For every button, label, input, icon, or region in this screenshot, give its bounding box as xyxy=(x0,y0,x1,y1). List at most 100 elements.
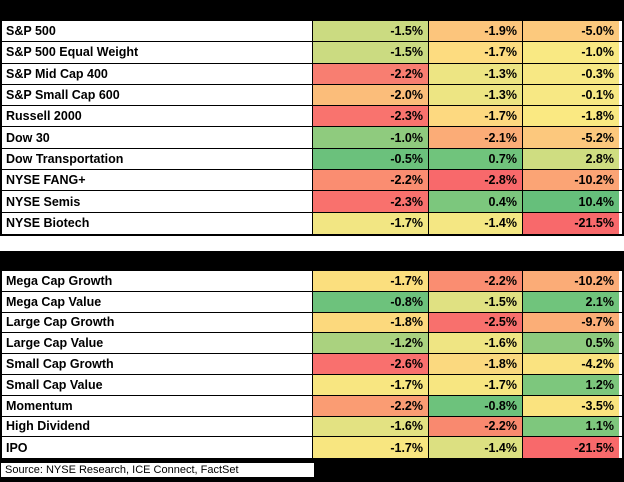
value-cell: -1.3% xyxy=(429,84,523,106)
indices-table: S&P 500 -1.5% -1.9% -5.0% S&P 500 Equal Weig… xyxy=(0,21,624,236)
value-cell: 0.7% xyxy=(429,148,523,170)
table-row: Mega Cap Value -0.8% -1.5% 2.1% xyxy=(2,291,622,313)
value-cell: -1.7% xyxy=(429,374,523,395)
row-label: Mega Cap Growth xyxy=(2,270,313,291)
table-row: S&P Mid Cap 400 -2.2% -1.3% -0.3% xyxy=(2,63,622,85)
value-cell: -2.3% xyxy=(313,106,429,127)
value-cell: -1.9% xyxy=(429,21,523,42)
value-cell: -2.3% xyxy=(313,191,429,212)
value-cell: 2.8% xyxy=(523,148,619,170)
table1-header-bar xyxy=(0,0,624,21)
value-cell: -2.2% xyxy=(313,63,429,84)
row-label: S&P 500 xyxy=(2,21,313,42)
row-label: NYSE FANG+ xyxy=(2,170,313,191)
table2-header-bar xyxy=(0,250,624,271)
table-row: Russell 2000 -2.3% -1.7% -1.8% xyxy=(2,106,622,128)
value-cell: -1.7% xyxy=(313,270,429,291)
value-cell: 0.4% xyxy=(429,191,523,212)
value-cell: -0.5% xyxy=(313,148,429,170)
value-cell: -1.3% xyxy=(429,63,523,84)
value-cell: -1.5% xyxy=(429,291,523,312)
row-label: Russell 2000 xyxy=(2,106,313,127)
value-cell: -1.4% xyxy=(429,212,523,234)
value-cell: -1.8% xyxy=(313,312,429,333)
value-cell: -2.2% xyxy=(313,395,429,416)
value-cell: -1.7% xyxy=(313,212,429,234)
table-row: S&P Small Cap 600 -2.0% -1.3% -0.1% xyxy=(2,84,622,107)
value-cell: -1.6% xyxy=(429,333,523,354)
value-cell: -2.8% xyxy=(429,170,523,191)
row-label: High Dividend xyxy=(2,416,313,437)
value-cell: -1.5% xyxy=(313,42,429,63)
value-cell: 2.1% xyxy=(523,291,619,312)
value-cell: -2.0% xyxy=(313,84,429,106)
row-label: S&P Mid Cap 400 xyxy=(2,63,313,84)
value-cell: 10.4% xyxy=(523,191,619,212)
table-row: NYSE Semis -2.3% 0.4% 10.4% xyxy=(2,191,622,213)
table-row: Dow Transportation -0.5% 0.7% 2.8% xyxy=(2,148,622,171)
source-label: Source: NYSE Research, ICE Connect, Fact… xyxy=(0,462,315,479)
row-label: Large Cap Value xyxy=(2,333,313,354)
value-cell: -2.2% xyxy=(429,270,523,291)
value-cell: -5.2% xyxy=(523,127,619,148)
value-cell: -1.7% xyxy=(429,106,523,127)
table-row: High Dividend -1.6% -2.2% 1.1% xyxy=(2,416,622,438)
value-cell: -5.0% xyxy=(523,21,619,42)
value-cell: -1.7% xyxy=(313,374,429,395)
value-cell: -10.2% xyxy=(523,270,619,291)
table-row: Large Cap Value -1.2% -1.6% 0.5% xyxy=(2,333,622,355)
row-label: Large Cap Growth xyxy=(2,312,313,333)
table-row: NYSE Biotech -1.7% -1.4% -21.5% xyxy=(2,212,622,234)
value-cell: -1.0% xyxy=(523,42,619,63)
value-cell: 0.5% xyxy=(523,333,619,354)
value-cell: -1.0% xyxy=(313,127,429,148)
table-row: S&P 500 Equal Weight -1.5% -1.7% -1.0% xyxy=(2,42,622,64)
row-label: Small Cap Value xyxy=(2,374,313,395)
table-row: Dow 30 -1.0% -2.1% -5.2% xyxy=(2,127,622,149)
value-cell: -1.7% xyxy=(429,42,523,63)
value-cell: -0.3% xyxy=(523,63,619,84)
table-row: NYSE FANG+ -2.2% -2.8% -10.2% xyxy=(2,170,622,192)
value-cell: -2.2% xyxy=(313,170,429,191)
value-cell: -0.8% xyxy=(313,291,429,312)
value-cell: -10.2% xyxy=(523,170,619,191)
row-label: Mega Cap Value xyxy=(2,291,313,312)
table-row: IPO -1.7% -1.4% -21.5% xyxy=(2,437,622,459)
value-cell: -1.5% xyxy=(313,21,429,42)
value-cell: -2.5% xyxy=(429,312,523,333)
value-cell: -1.8% xyxy=(429,354,523,374)
value-cell: -2.6% xyxy=(313,354,429,374)
table-row: Momentum -2.2% -0.8% -3.5% xyxy=(2,395,622,417)
table-row: Large Cap Growth -1.8% -2.5% -9.7% xyxy=(2,312,622,334)
value-cell: -21.5% xyxy=(523,212,619,234)
value-cell: -0.8% xyxy=(429,395,523,416)
row-label: NYSE Biotech xyxy=(2,212,313,234)
value-cell: -1.2% xyxy=(313,333,429,354)
factors-table: Mega Cap Growth -1.7% -2.2% -10.2% Mega Cap … xyxy=(0,270,624,461)
row-label: Momentum xyxy=(2,395,313,416)
table-row: Mega Cap Growth -1.7% -2.2% -10.2% xyxy=(2,270,622,292)
table-row: S&P 500 -1.5% -1.9% -5.0% xyxy=(2,21,622,43)
value-cell: -1.4% xyxy=(429,437,523,459)
value-cell: -1.6% xyxy=(313,416,429,437)
row-label: S&P 500 Equal Weight xyxy=(2,42,313,63)
value-cell: -21.5% xyxy=(523,437,619,459)
table-row: Small Cap Value -1.7% -1.7% 1.2% xyxy=(2,374,622,396)
value-cell: -4.2% xyxy=(523,354,619,374)
table-row: Small Cap Growth -2.6% -1.8% -4.2% xyxy=(2,354,622,375)
value-cell: -3.5% xyxy=(523,395,619,416)
value-cell: 1.2% xyxy=(523,374,619,395)
value-cell: -1.7% xyxy=(313,437,429,459)
section-gap xyxy=(0,235,624,251)
row-label: IPO xyxy=(2,437,313,459)
value-cell: -9.7% xyxy=(523,312,619,333)
value-cell: 1.1% xyxy=(523,416,619,437)
row-label: S&P Small Cap 600 xyxy=(2,84,313,106)
value-cell: -0.1% xyxy=(523,84,619,106)
row-label: Small Cap Growth xyxy=(2,354,313,374)
value-cell: -2.2% xyxy=(429,416,523,437)
value-cell: -1.8% xyxy=(523,106,619,127)
row-label: NYSE Semis xyxy=(2,191,313,212)
row-label: Dow 30 xyxy=(2,127,313,148)
